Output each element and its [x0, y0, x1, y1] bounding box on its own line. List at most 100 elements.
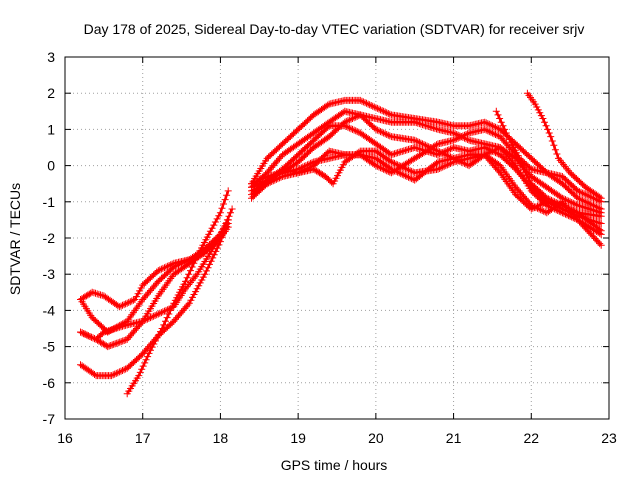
- data-point: [373, 162, 381, 170]
- data-point: [305, 160, 313, 168]
- data-point: [164, 323, 172, 331]
- data-point: [205, 230, 213, 238]
- data-point: [148, 272, 156, 280]
- data-point: [434, 165, 442, 173]
- data-point: [274, 156, 282, 164]
- y-tick-label: -5: [43, 339, 56, 355]
- data-point: [154, 267, 162, 275]
- data-point: [88, 314, 96, 322]
- data-point: [155, 331, 163, 339]
- data-point: [323, 174, 331, 182]
- data-point: [538, 190, 546, 198]
- data-point: [560, 174, 568, 182]
- data-point: [138, 365, 146, 373]
- data-point: [184, 301, 192, 309]
- y-tick-label: 3: [47, 49, 55, 65]
- data-point: [518, 146, 526, 154]
- data-point: [406, 174, 414, 182]
- data-point: [588, 231, 596, 239]
- data-point: [308, 159, 316, 167]
- data-point: [507, 156, 515, 164]
- data-point: [262, 180, 269, 188]
- data-point: [586, 193, 594, 201]
- data-point: [223, 191, 231, 199]
- data-point: [263, 169, 271, 177]
- data-point: [305, 141, 313, 149]
- data-point: [168, 319, 176, 327]
- data-point: [568, 181, 576, 189]
- data-point: [133, 293, 140, 301]
- data-point: [487, 121, 495, 129]
- data-point: [161, 307, 168, 315]
- data-point: [520, 147, 527, 155]
- data-point: [558, 180, 566, 188]
- data-point: [572, 208, 580, 216]
- data-point: [522, 161, 530, 169]
- data-point: [585, 192, 593, 200]
- data-point: [367, 102, 375, 109]
- data-point: [162, 270, 170, 278]
- data-point: [114, 369, 122, 377]
- data-point: [143, 277, 151, 285]
- data-point: [571, 200, 579, 208]
- data-point: [151, 270, 159, 277]
- data-point: [363, 99, 370, 107]
- data-point: [167, 266, 175, 274]
- data-point: [437, 164, 445, 172]
- data-point: [372, 125, 380, 133]
- data-point: [571, 191, 579, 199]
- data-point: [290, 130, 297, 138]
- data-point: [493, 131, 501, 139]
- data-point: [160, 321, 168, 329]
- chart-title: Day 178 of 2025, Sidereal Day-to-day VTE…: [84, 21, 585, 37]
- data-point: [445, 160, 453, 168]
- data-point: [141, 359, 149, 367]
- x-tick-label: 23: [601, 430, 617, 446]
- data-point: [529, 181, 537, 189]
- data-point: [252, 185, 260, 193]
- data-point: [381, 130, 389, 138]
- data-point: [450, 129, 458, 137]
- data-point: [308, 138, 316, 146]
- y-tick-label: -1: [43, 194, 56, 210]
- data-point: [162, 317, 169, 325]
- data-point: [299, 154, 307, 162]
- data-point: [372, 104, 380, 112]
- data-point: [142, 316, 150, 324]
- data-point: [520, 198, 527, 206]
- data-point: [461, 131, 468, 139]
- data-point: [268, 163, 276, 171]
- data-point: [213, 244, 221, 252]
- data-point: [276, 154, 283, 162]
- data-point: [145, 314, 153, 322]
- data-point: [165, 322, 173, 330]
- data-point: [128, 330, 136, 338]
- data-point: [516, 195, 524, 203]
- data-point: [436, 148, 444, 156]
- data-point: [540, 199, 548, 207]
- data-point: [414, 138, 422, 146]
- data-point: [524, 162, 532, 170]
- data-point: [159, 273, 167, 281]
- data-point: [400, 171, 408, 179]
- data-point: [185, 299, 193, 307]
- data-point: [383, 109, 391, 117]
- data-point: [154, 277, 162, 285]
- data-point: [136, 368, 144, 376]
- data-point: [389, 159, 397, 167]
- data-point: [504, 153, 512, 161]
- data-point: [81, 330, 89, 338]
- data-point: [143, 315, 151, 323]
- data-point: [344, 117, 352, 125]
- data-point: [440, 150, 448, 158]
- data-point: [173, 262, 181, 269]
- data-point: [490, 162, 498, 170]
- data-point: [265, 167, 273, 175]
- data-point: [268, 178, 276, 185]
- data-point: [495, 167, 503, 175]
- data-point: [411, 136, 419, 144]
- series-track-8: [248, 96, 605, 213]
- data-point: [580, 190, 588, 198]
- data-point: [504, 142, 512, 150]
- data-point: [580, 197, 588, 205]
